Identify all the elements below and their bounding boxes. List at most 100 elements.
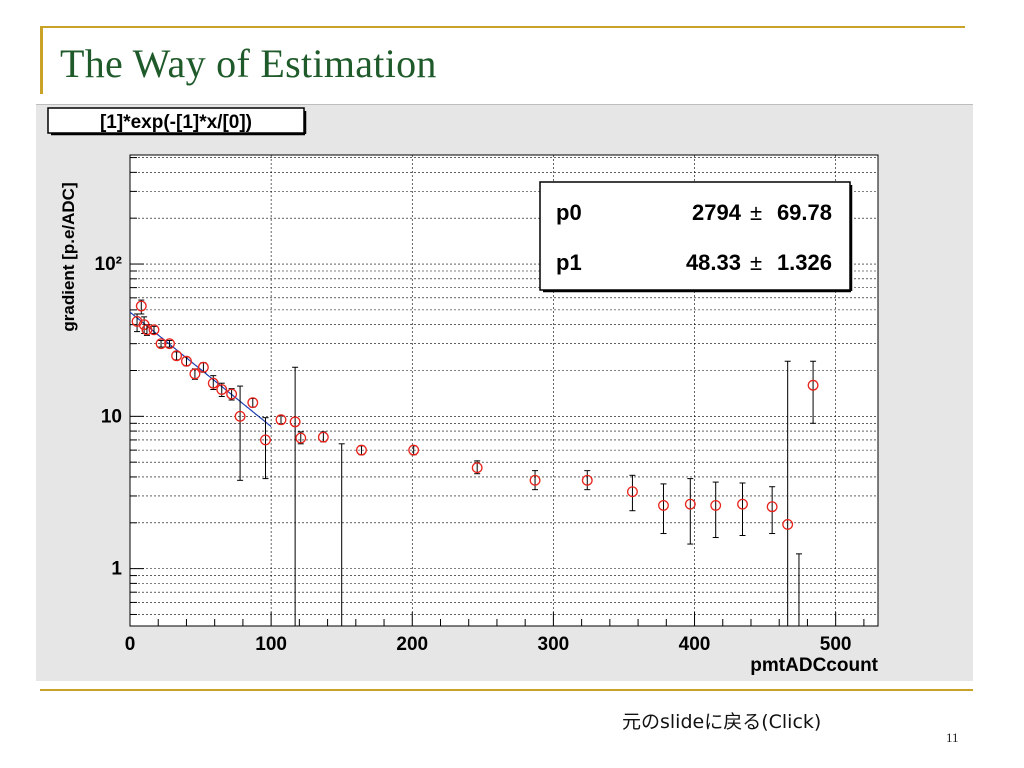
footer-rule xyxy=(40,689,973,691)
data-point xyxy=(148,324,160,336)
x-tick-label: 200 xyxy=(396,634,428,655)
point-marker xyxy=(135,300,147,312)
data-point xyxy=(710,481,722,539)
data-point xyxy=(766,486,778,535)
data-point xyxy=(260,417,271,480)
back-to-slide-link[interactable]: 元のslideに戻る(Click) xyxy=(622,711,822,733)
title-accent-bar xyxy=(40,26,43,94)
header-rule xyxy=(40,26,965,28)
data-point xyxy=(247,397,259,409)
data-point xyxy=(317,431,329,443)
data-point xyxy=(295,431,307,445)
chart: [1]*exp(-[1]*x/[0]) 0 100 200 300 400 500 1 10 1… xyxy=(47,107,879,676)
data-point xyxy=(356,444,367,456)
plus-minus-p0: ± xyxy=(750,200,762,225)
data-point xyxy=(737,482,748,537)
point-marker xyxy=(737,498,748,510)
axes: 0 100 200 300 400 500 1 10 10² xyxy=(95,157,865,655)
y-tick-label: 1 xyxy=(111,559,122,580)
point-marker xyxy=(171,350,183,362)
param-p1-error: 1.326 xyxy=(777,250,832,275)
data-point xyxy=(155,338,167,350)
data-point xyxy=(275,414,287,426)
data-point xyxy=(782,360,794,626)
data-point xyxy=(216,382,228,397)
data-point xyxy=(226,388,238,401)
point-marker xyxy=(356,444,367,456)
x-tick-label: 500 xyxy=(820,634,852,655)
data-point xyxy=(529,470,541,491)
data-point xyxy=(234,385,246,481)
data-point xyxy=(135,299,147,315)
data-point xyxy=(197,361,209,373)
param-p0-value: 2794 xyxy=(692,200,742,225)
y-tick-label: 10² xyxy=(95,254,122,275)
point-marker xyxy=(529,474,541,486)
page-number: 11 xyxy=(946,730,959,745)
data-point xyxy=(207,375,219,391)
data-point xyxy=(408,444,420,456)
data-point xyxy=(471,460,483,475)
point-marker xyxy=(197,361,209,373)
param-p0-name: p0 xyxy=(556,200,582,225)
point-marker xyxy=(216,384,228,395)
point-marker xyxy=(275,414,287,426)
point-marker xyxy=(471,462,483,474)
point-marker xyxy=(807,379,819,391)
x-tick-label: 100 xyxy=(255,634,287,655)
y-tick-label: 10 xyxy=(101,406,122,427)
data-point xyxy=(795,553,802,626)
param-p1-name: p1 xyxy=(556,250,582,275)
x-tick-label: 0 xyxy=(125,634,136,655)
point-marker xyxy=(131,315,143,327)
point-marker xyxy=(626,486,638,498)
data-point xyxy=(289,366,301,626)
point-marker xyxy=(234,410,246,422)
data-point xyxy=(684,478,696,545)
data-point xyxy=(189,368,201,380)
chart-title: [1]*exp(-[1]*x/[0]) xyxy=(100,112,252,133)
y-axis-title: gradient [p.e/ADC] xyxy=(59,182,78,331)
point-marker xyxy=(766,501,778,513)
point-marker xyxy=(684,498,696,510)
point-marker xyxy=(710,499,722,511)
data-point xyxy=(581,470,593,491)
point-marker xyxy=(581,474,593,486)
point-marker xyxy=(317,431,329,443)
data-point xyxy=(171,350,183,362)
point-marker xyxy=(181,355,192,367)
point-marker xyxy=(782,519,794,530)
point-marker xyxy=(247,397,259,409)
point-marker xyxy=(260,434,271,446)
data-point xyxy=(807,360,819,424)
data-points xyxy=(131,299,819,626)
data-point xyxy=(181,355,192,367)
point-marker xyxy=(408,444,420,456)
plot-canvas: [1]*exp(-[1]*x/[0]) 0 100 200 300 400 500 1 10 1… xyxy=(36,104,973,681)
data-point xyxy=(626,474,638,512)
param-p1-value: 48.33 xyxy=(686,250,741,275)
data-point xyxy=(164,338,175,350)
point-marker xyxy=(164,338,175,350)
data-point xyxy=(658,483,669,535)
fit-stats-box: p0 2794 ± 69.78 p1 48.33 ± 1.326 xyxy=(539,181,853,293)
point-marker xyxy=(289,416,301,428)
slide-title: The Way of Estimation xyxy=(60,41,437,86)
stats-box-frame xyxy=(539,181,851,291)
point-marker xyxy=(141,324,153,336)
grid xyxy=(130,155,878,626)
param-p0-error: 69.78 xyxy=(777,200,832,225)
point-marker xyxy=(148,324,160,336)
plus-minus-p1: ± xyxy=(750,250,762,275)
x-axis-title: pmtADCcount xyxy=(750,655,878,676)
x-tick-label: 400 xyxy=(679,634,711,655)
point-marker xyxy=(226,388,238,400)
data-point xyxy=(141,324,153,336)
point-marker xyxy=(155,338,167,350)
point-marker xyxy=(207,377,219,389)
point-marker xyxy=(295,432,307,444)
chart-title-box xyxy=(47,107,305,134)
x-tick-label: 300 xyxy=(538,634,570,655)
data-point xyxy=(338,443,345,626)
point-marker xyxy=(189,368,201,380)
